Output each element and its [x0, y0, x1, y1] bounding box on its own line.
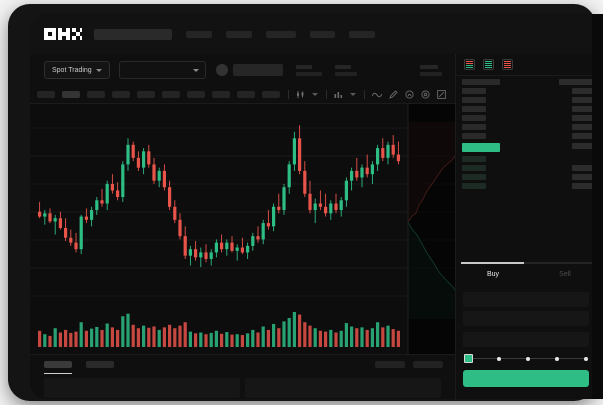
- orders-panel-tabs: [30, 361, 455, 368]
- quantity-slider[interactable]: [464, 354, 590, 363]
- timeframe-button-1[interactable]: [62, 91, 80, 98]
- line-tool-icon[interactable]: [372, 91, 382, 99]
- market-stat-label: [334, 64, 351, 69]
- orderbook-ask-row[interactable]: [456, 115, 603, 121]
- market-stat-value: [295, 71, 322, 76]
- last-price-value: [232, 64, 283, 76]
- market-stat-label: [419, 64, 438, 69]
- orders-action-1[interactable]: [413, 361, 443, 368]
- nav-item-1[interactable]: [226, 30, 252, 38]
- chevron-down-icon: [192, 68, 199, 72]
- top-header: [30, 14, 603, 54]
- slider-stop-25[interactable]: [497, 356, 501, 361]
- nav-item-2[interactable]: [266, 30, 296, 38]
- timeframe-button-9[interactable]: [262, 91, 280, 98]
- chart-canvas: [30, 104, 455, 354]
- market-stat-2: [419, 64, 442, 76]
- toolbar-divider: [364, 90, 365, 99]
- orderbook-bid-row[interactable]: [456, 183, 603, 189]
- app-screen: Spot Trading: [30, 14, 603, 399]
- chevron-down-icon: [95, 68, 102, 72]
- toolbar-divider: [288, 90, 289, 99]
- chart-toolbar: [30, 86, 455, 104]
- okx-logo-icon: [44, 28, 82, 40]
- draw-pencil-icon[interactable]: [389, 90, 398, 99]
- orderbook-bid-row[interactable]: [456, 156, 603, 162]
- magnet-icon[interactable]: [405, 90, 414, 99]
- tab-underline-track: [461, 262, 599, 264]
- candlestick-chart[interactable]: [30, 104, 455, 354]
- timeframe-button-4[interactable]: [137, 91, 155, 98]
- orderbook-col-price: [462, 79, 500, 85]
- market-type-dropdown[interactable]: Spot Trading: [44, 61, 110, 79]
- order-price-field[interactable]: [463, 292, 589, 307]
- slider-stop-100[interactable]: [584, 356, 588, 361]
- slider-handle[interactable]: [464, 354, 473, 363]
- tablet-device-frame: Spot Trading: [8, 4, 603, 401]
- orderbook-last-price-row[interactable]: [456, 143, 603, 152]
- nav-item-4[interactable]: [349, 30, 375, 38]
- orders-panel: [30, 354, 455, 399]
- timeframe-button-5[interactable]: [162, 91, 180, 98]
- order-amount-field[interactable]: [463, 311, 589, 326]
- timeframe-button-0[interactable]: [37, 91, 55, 98]
- order-entry-form: [456, 288, 603, 399]
- timeframe-button-8[interactable]: [237, 91, 255, 98]
- nav-item-3[interactable]: [310, 30, 335, 38]
- market-stat-value: [419, 71, 442, 76]
- orderbook-col-amount: [559, 79, 595, 85]
- trading-pair-dropdown[interactable]: [118, 61, 206, 79]
- tab-buy[interactable]: Buy: [486, 271, 500, 278]
- okx-logo[interactable]: [44, 28, 82, 40]
- screen-edge-gutter: [592, 14, 603, 399]
- slider-stop-50[interactable]: [526, 356, 530, 361]
- indicators-dropdown-icon[interactable]: [350, 93, 356, 96]
- timeframe-button-2[interactable]: [87, 91, 105, 98]
- tab-open-orders[interactable]: [44, 361, 72, 368]
- orderbook-ask-row[interactable]: [456, 133, 603, 139]
- orderbook-ask-row[interactable]: [456, 124, 603, 130]
- buy-sell-tabs: Buy Sell: [456, 262, 603, 288]
- nav-item-0[interactable]: [186, 30, 212, 38]
- orderbook-view-modes: [456, 54, 603, 76]
- orderbook-bids-icon[interactable]: [483, 59, 494, 70]
- active-tab-underline: [44, 373, 72, 374]
- submit-order-button[interactable]: [463, 370, 589, 387]
- orderbook-ask-row[interactable]: [456, 88, 603, 94]
- orders-card-0[interactable]: [44, 378, 240, 398]
- orderbook-bid-row[interactable]: [456, 165, 603, 171]
- coin-avatar: [215, 64, 228, 76]
- orderbook-bid-row[interactable]: [456, 174, 603, 180]
- timeframe-button-7[interactable]: [212, 91, 230, 98]
- tab-order-history[interactable]: [86, 361, 114, 368]
- market-type-label: Spot Trading: [52, 66, 92, 74]
- orders-action-0[interactable]: [375, 361, 405, 368]
- orderbook-ask-row[interactable]: [456, 97, 603, 103]
- market-stat-label: [295, 64, 312, 69]
- market-stat-value: [334, 71, 357, 76]
- orderbook-ask-row[interactable]: [456, 106, 603, 112]
- market-stat-1: [334, 64, 357, 76]
- timeframe-button-6[interactable]: [187, 91, 205, 98]
- candlestick-type-icon[interactable]: [296, 90, 305, 99]
- order-book[interactable]: [456, 76, 603, 261]
- candlestick-dropdown-icon[interactable]: [312, 93, 318, 96]
- orderbook-last-price-highlight: [462, 143, 500, 152]
- orderbook-trade-rail: Buy Sell: [455, 54, 603, 399]
- orderbook-asks-icon[interactable]: [502, 59, 513, 70]
- active-tab-underline: [461, 262, 524, 264]
- toolbar-divider: [326, 90, 327, 99]
- orderbook-header-row: [456, 79, 603, 85]
- orderbook-both-icon[interactable]: [464, 59, 475, 70]
- settings-gear-icon[interactable]: [421, 90, 430, 99]
- search-input[interactable]: [94, 28, 172, 40]
- order-total-field[interactable]: [463, 332, 589, 347]
- market-stat-0: [295, 64, 322, 76]
- orders-card-1[interactable]: [245, 378, 441, 398]
- fullscreen-icon[interactable]: [437, 90, 446, 99]
- tab-sell[interactable]: Sell: [559, 271, 571, 278]
- slider-stop-75[interactable]: [555, 356, 559, 361]
- indicators-icon[interactable]: [334, 90, 343, 99]
- timeframe-button-3[interactable]: [112, 91, 130, 98]
